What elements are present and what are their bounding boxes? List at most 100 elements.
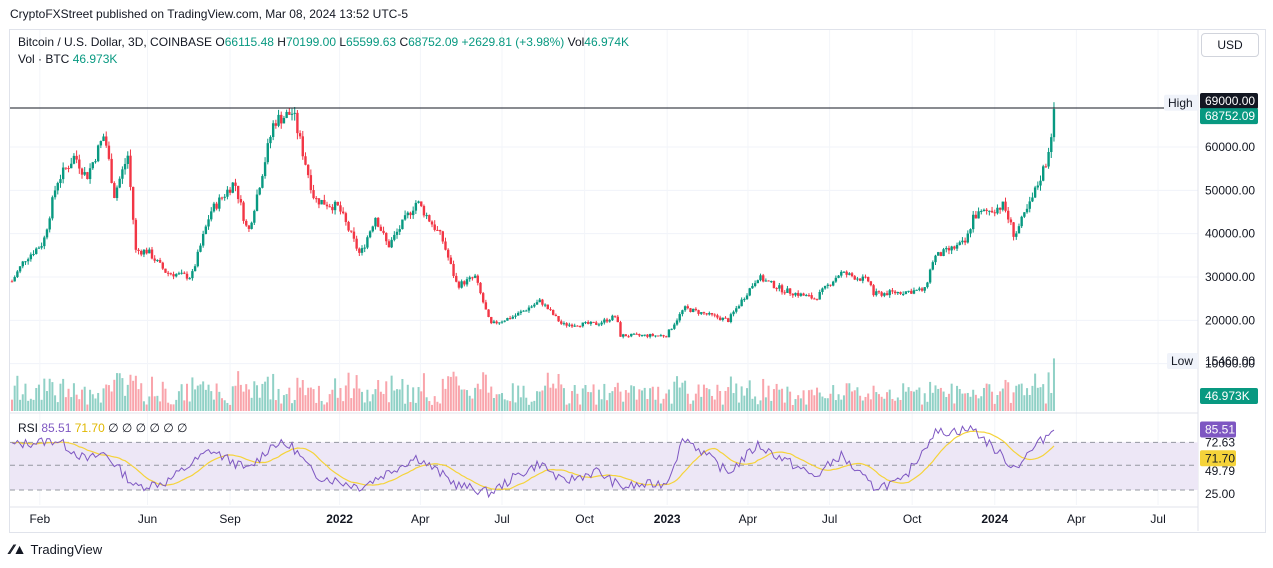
volume-bar [401, 378, 404, 411]
volume-bar [821, 396, 824, 411]
volume-bar [719, 390, 722, 411]
candle-body [67, 168, 70, 170]
volume-bar [509, 401, 512, 411]
volume-bar [239, 384, 242, 411]
volume-bar [694, 393, 697, 411]
volume-bar [799, 398, 802, 411]
candle-body [414, 202, 418, 211]
candle-body [16, 271, 19, 278]
volume-bar [676, 376, 679, 411]
candle-body [487, 309, 490, 317]
volume-bar [562, 388, 565, 411]
candle-body [778, 285, 781, 289]
volume-bar [153, 396, 156, 411]
volume-bar [859, 395, 862, 411]
volume-bar [888, 389, 891, 411]
rsi-value-tag-bg [1200, 421, 1236, 438]
volume-bar [692, 400, 695, 411]
tradingview-footer[interactable]: ⁄⁄▲ TradingView [10, 541, 102, 557]
candle-body [939, 252, 943, 257]
currency-button[interactable]: USD [1201, 33, 1259, 57]
volume-bar [250, 397, 253, 411]
candle-body [492, 321, 496, 324]
volume-bar [611, 391, 614, 411]
volume-bar [315, 402, 318, 411]
last-price-tag-text: 68752.09 [1205, 109, 1255, 123]
candle-body [743, 299, 746, 301]
volume-bar [70, 397, 73, 411]
volume-bar [837, 394, 840, 411]
volume-bar [134, 375, 137, 411]
volume-bars [11, 358, 1055, 411]
volume-bar [684, 380, 687, 411]
candle-body [648, 334, 652, 337]
candle-body [845, 271, 848, 275]
volume-bar [484, 374, 487, 411]
candle-body [961, 240, 964, 243]
volume-bar [751, 398, 754, 411]
volume-bar [939, 387, 942, 411]
volume-bar [40, 399, 43, 411]
volume-bar [641, 390, 644, 411]
candle-body [123, 163, 127, 170]
tradingview-brand: TradingView [30, 541, 103, 557]
candle-body [503, 320, 506, 322]
candle-body [436, 229, 439, 231]
candle-body [331, 206, 334, 211]
volume-bar [1050, 392, 1053, 411]
candle-body [732, 311, 735, 315]
volume-bar [452, 371, 455, 411]
candle-body [53, 190, 57, 198]
candle-body [107, 145, 111, 159]
volume-bar [261, 383, 264, 411]
volume-bar [1004, 379, 1007, 411]
last-price-tag: 68752.09 [1200, 108, 1258, 125]
candle-body [963, 240, 967, 243]
volume-bar [387, 402, 390, 411]
volume-bar [926, 401, 929, 411]
rsi-middle-label: 49.79 [1205, 464, 1235, 478]
candle-body [199, 245, 202, 252]
volume-bar [414, 402, 417, 411]
volume-bar [159, 401, 162, 411]
candle-body [522, 310, 525, 312]
volume-bar [27, 400, 30, 411]
volume-bar [964, 393, 967, 411]
candle-body [525, 310, 528, 312]
volume-bar [307, 387, 310, 411]
volume-bar [503, 399, 506, 411]
candle-body [457, 281, 461, 288]
volume-bar [716, 384, 719, 411]
volume-bar [608, 392, 611, 411]
volume-bar [619, 391, 622, 411]
candle-body [102, 136, 105, 142]
volume-bar [921, 404, 924, 411]
candle-body [452, 263, 455, 276]
volume-bar [457, 385, 460, 411]
volume-bar [848, 383, 851, 411]
candle-body [61, 167, 65, 180]
volume-bar [487, 392, 490, 411]
candle-body [1023, 212, 1026, 217]
candle-body [1047, 152, 1050, 167]
volume-bar [366, 389, 369, 411]
chart-frame[interactable] [9, 29, 1266, 533]
candle-body [535, 302, 539, 305]
candle-body [352, 231, 356, 239]
volume-bar [425, 397, 428, 411]
volume-bar [541, 390, 544, 411]
volume-bar [778, 389, 781, 411]
candle-body [460, 281, 463, 288]
candle-body [772, 281, 776, 289]
volume-bar [75, 394, 78, 411]
candle-body [183, 272, 186, 274]
candle-body [191, 271, 194, 279]
time-tick-label: Feb [29, 512, 50, 526]
volume-bar [993, 403, 996, 411]
candle-body [312, 190, 315, 199]
volume-bar [237, 371, 240, 411]
volume-bar [320, 400, 323, 411]
volume-bar [449, 376, 452, 411]
candle-body [376, 217, 380, 227]
